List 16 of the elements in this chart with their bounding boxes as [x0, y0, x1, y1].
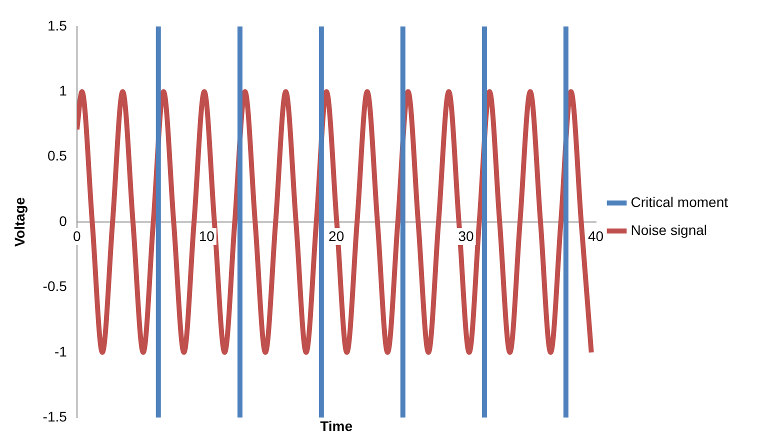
legend-label: Critical moment	[630, 194, 728, 210]
x-tick-label: 0	[73, 228, 82, 244]
y-tick-label: -1	[54, 343, 68, 360]
y-tick-label: 1	[59, 82, 68, 98]
y-tick-label: 1.5	[47, 17, 68, 34]
x-tick-label: 40	[588, 228, 604, 244]
x-tick-label: 30	[458, 228, 474, 244]
y-tick-label: 0.5	[47, 148, 68, 164]
x-axis-title: Time	[320, 418, 353, 434]
y-tick-label: -1.5	[42, 408, 68, 424]
y-tick-label: -0.5	[42, 278, 68, 294]
legend-label: Noise signal	[630, 222, 708, 238]
y-axis-title: Voltage	[11, 197, 28, 247]
y-tick-label: 0	[59, 212, 68, 229]
x-tick-label: 10	[198, 228, 215, 244]
x-tick-label: 20	[328, 228, 344, 244]
